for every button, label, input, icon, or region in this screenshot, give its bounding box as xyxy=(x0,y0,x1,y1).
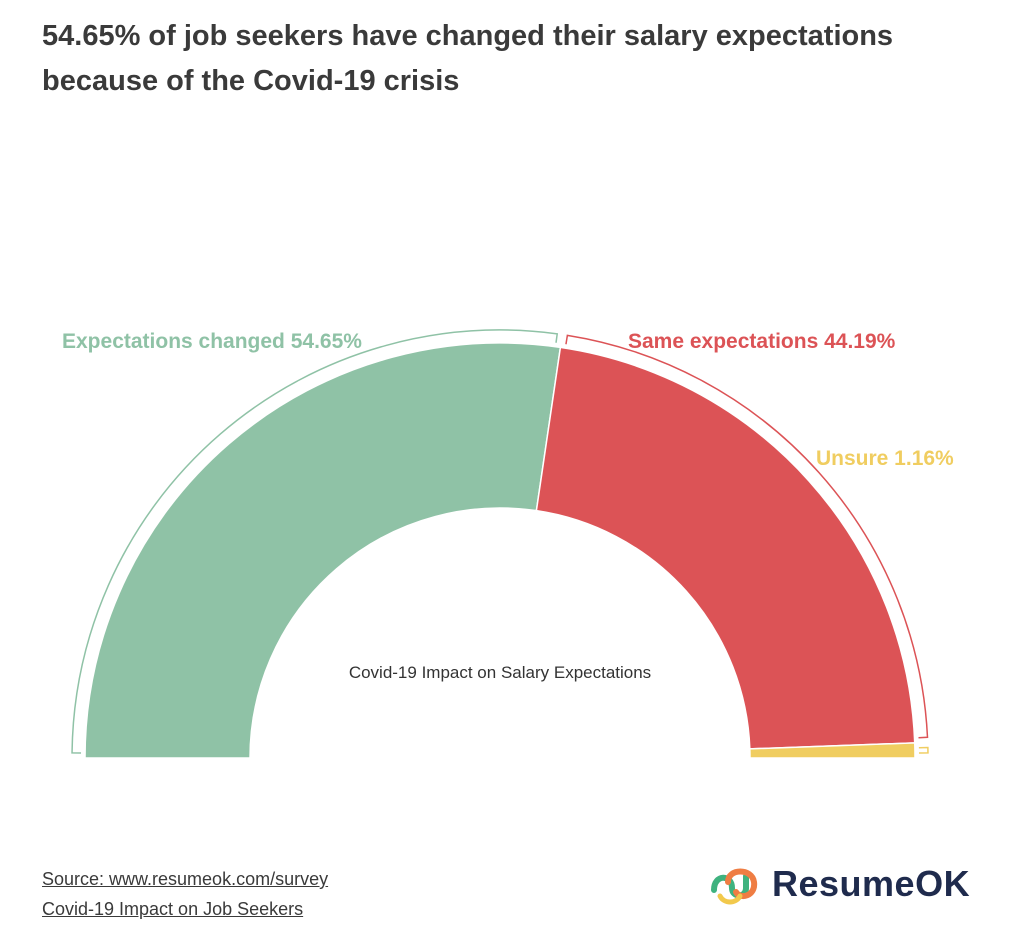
slice-expectations-changed[interactable] xyxy=(84,342,562,759)
logo-wordmark: ResumeOK xyxy=(772,863,971,904)
slice-label-expectations-changed: Expectations changed 54.65% xyxy=(62,330,362,353)
slice-unsure[interactable] xyxy=(749,742,916,759)
bracket-same-expectations xyxy=(565,334,929,739)
chart-title: Covid-19 Impact on Salary Expectations xyxy=(349,663,651,682)
page-title: 54.65% of job seekers have changed their… xyxy=(42,20,894,97)
source-block: Source: www.resumeok.com/survey Covid-19… xyxy=(42,864,328,924)
resumeok-logo[interactable]: ResumeOK xyxy=(706,860,986,908)
source-survey-link[interactable]: Covid-19 Impact on Job Seekers xyxy=(42,899,304,919)
bracket-unsure xyxy=(918,746,929,754)
slice-same-expectations[interactable] xyxy=(535,346,916,750)
slice-label-unsure: Unsure 1.16% xyxy=(816,447,954,470)
paperclip-logo-icon xyxy=(711,868,758,905)
source-link[interactable]: Source: www.resumeok.com/survey xyxy=(42,869,329,889)
bracket-expectations-changed xyxy=(71,329,559,754)
slice-label-same-expectations: Same expectations 44.19% xyxy=(628,330,896,353)
